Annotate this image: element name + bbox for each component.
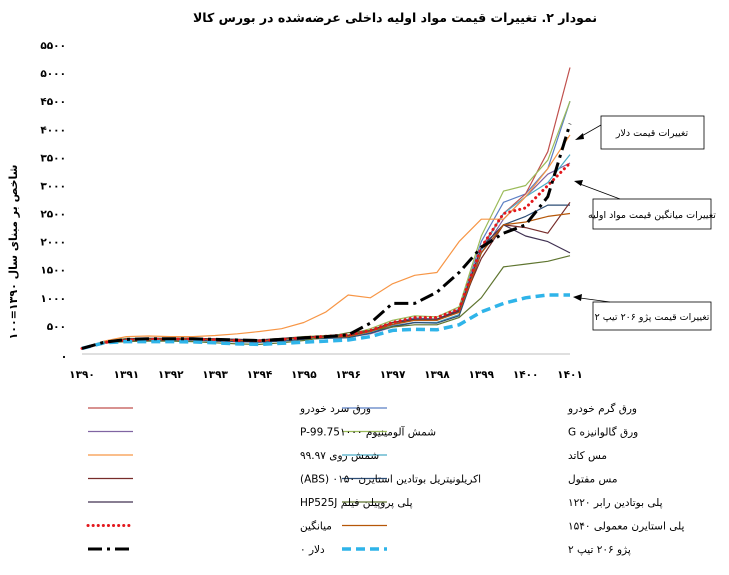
y-tick-label: ۲۵۰۰ [40,209,66,221]
y-tick-label: . [62,349,66,361]
annotation-dollar-leader [579,124,602,138]
x-tick-label: ۱۳۹۵ [291,369,317,381]
annotation-average-leader [579,183,621,200]
legend-item-label: مس کاتد [568,450,607,462]
legend-item-label: اکریلونیتریل بوتادین استایرن ۰۱۵۰ (ABS) [300,474,481,486]
legend-item-label: پلی استایرن معمولی ۱۵۴۰ [568,521,684,533]
y-tick-label: ۳۰۰۰ [40,180,66,192]
annotation-dollar-arrowhead [575,133,584,140]
legend-item-label: ورق سرد خودرو [299,403,371,415]
annotation-peugeot-text: تغییرات قیمت پژو ۲۰۶ تیپ ۲ [595,312,710,323]
annotation-peugeot-arrowhead [573,294,582,301]
legend-item-label: دلار ۰ [300,544,325,556]
y-tick-label: ۳۵۰۰ [40,152,66,164]
y-axis: . ۵۰۰ ۱۰۰۰ ۱۵۰۰ ۲۰۰۰ ۲۵۰۰ ۳۰۰۰ ۳۵۰۰ ۴۰۰۰ ۴۵۰۰ ۵۰۰۰… [40,40,66,361]
annotation-dollar: تغییرات قیمت دلار [575,115,705,150]
legend-item-label: شمش آلومینیوم P-99.75۱۰۰۰ [300,426,436,439]
x-tick-label: ۱۳۹۲ [158,369,184,381]
annotation-average-arrowhead [574,180,583,186]
annotation-dollar-box [600,115,705,150]
legend-item-label: ورق گرم خودرو [567,402,637,415]
x-tick-label: ۱۳۹۴ [247,369,273,381]
plot-area [80,67,572,351]
annotation-average: تغییرات میانگین قیمت مواد اولیه [574,180,716,230]
legend-item-label: پلی پروپیلن فیلم HP525J [300,497,413,509]
annotation-peugeot-box [592,301,712,331]
legend-item-label: شمش روی ۹۹.۹۷ [300,450,379,462]
annotation-peugeot-leader [579,297,611,303]
y-tick-label: ۱۰۰۰ [40,293,66,305]
y-tick-label: ۵۰۰۰ [40,68,66,80]
y-axis-label: شاخص بر مبنای سال ۱۳۹۰=۱۰۰ [7,165,20,340]
y-tick-label: ۴۰۰۰ [40,124,66,136]
y-tick-label: ۱۵۰۰ [40,265,66,277]
series-line [81,224,571,349]
series-line [81,154,571,349]
x-axis: ۱۳۹۰ ۱۳۹۱ ۱۳۹۲ ۱۳۹۳ ۱۳۹۴ ۱۳۹۵ ۱۳۹۶ ۱۳۹۷ ۱۳۹۸ ۱۳۹۹… [69,369,583,381]
x-tick-label: ۱۳۹۸ [424,369,450,381]
series-line [81,162,571,349]
y-tick-label: ۵۵۰۰ [40,40,66,52]
legend-item-label: ورق گالوانیزه G [568,426,638,439]
legend-item-label: پژو ۲۰۶ تیپ ۲ [568,544,631,556]
x-tick-label: ۱۳۹۹ [468,369,494,381]
x-tick-label: ۱۳۹۱ [114,369,140,381]
x-tick-label: ۱۳۹۶ [335,369,361,381]
annotation-average-text: تغییرات میانگین قیمت مواد اولیه [588,209,716,221]
legend-item-label: مس مفتول [568,474,618,486]
series-line [81,293,570,351]
series-line [81,123,572,350]
x-tick-label: ۱۴۰۱ [557,369,583,381]
series-line [81,255,571,349]
annotation-average-box [592,198,712,230]
x-tick-label: ۱۴۰۰ [513,369,539,381]
series-line [81,212,571,349]
legend-item-label: پلی بوتادین رابر ۱۲۲۰ [568,497,663,509]
legend: ورق گرم خودرو ورق سرد خودرو ورق گالوانیزه … [86,402,684,556]
x-tick-label: ۱۳۹۰ [69,369,95,381]
annotation-dollar-text: تغییرات قیمت دلار [615,128,689,139]
x-tick-label: ۱۳۹۷ [380,369,406,381]
x-tick-label: ۱۳۹۳ [202,369,228,381]
y-tick-label: ۴۵۰۰ [40,96,66,108]
y-tick-label: ۵۰۰ [47,321,66,333]
chart-title: نمودار ۲. تغییرات قیمت مواد اولیه داخلی … [193,10,597,25]
y-tick-label: ۲۰۰۰ [40,237,66,249]
annotation-peugeot: تغییرات قیمت پژو ۲۰۶ تیپ ۲ [573,294,712,331]
series-line [80,161,572,350]
series-line [81,134,571,349]
legend-item-label: میانگین [300,520,332,533]
